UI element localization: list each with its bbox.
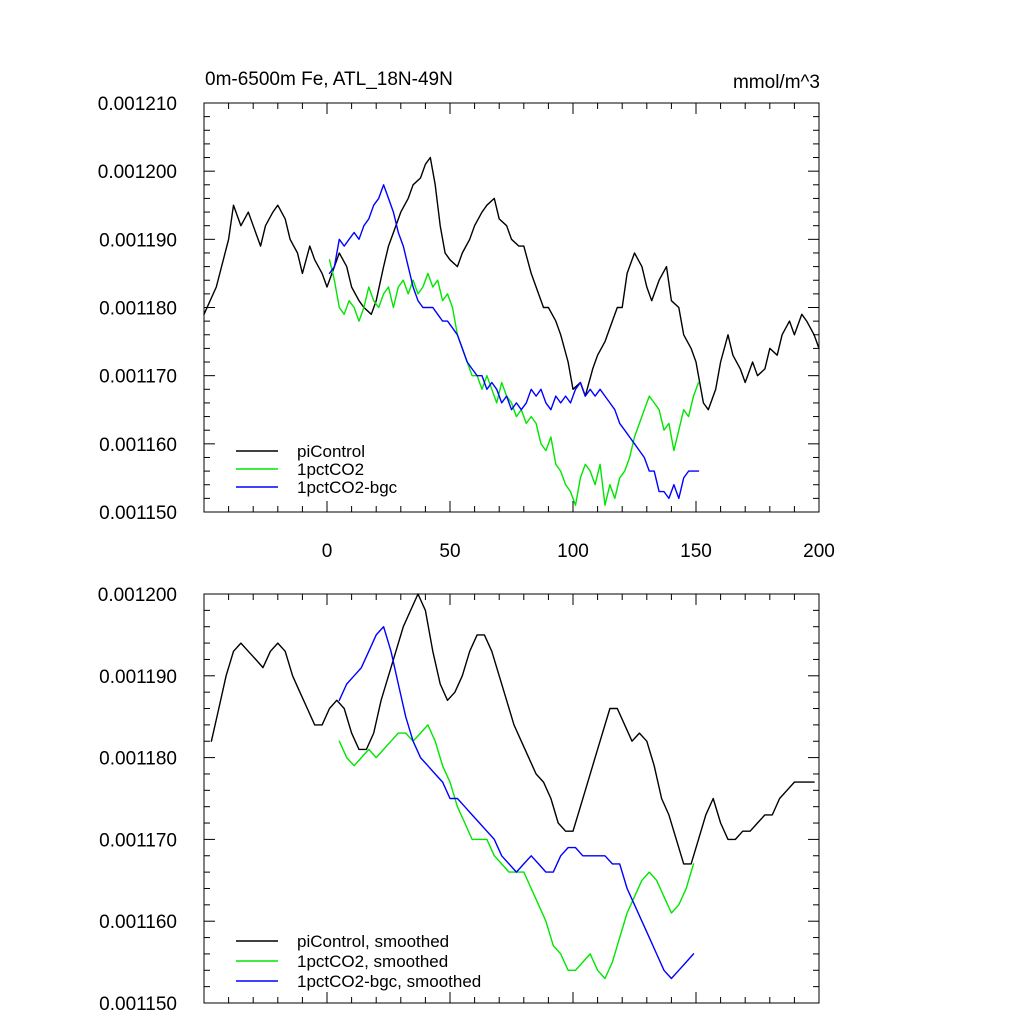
bottom-series-line-1 [210, 593, 815, 865]
top-axis-ticks: 0.001150 0.001160 0.001170 0.001180 0.001190… [98, 94, 835, 562]
bottom-y-tick-label: 0.001190 [99, 667, 177, 688]
top-y-tick-label: 0.001170 [99, 367, 177, 388]
top-panel: 0m-6500m Fe, ATL_18N-49N mmol/m^3 0.0011… [98, 69, 835, 562]
top-units: mmol/m^3 [733, 72, 820, 93]
bottom-y-tick-label: 0.001180 [99, 749, 177, 770]
top-series-lines [203, 156, 820, 506]
bottom-plot-frame [203, 593, 820, 1004]
bottom-y-tick-label: 0.001150 [99, 994, 177, 1015]
top-x-tick-label: 100 [557, 541, 589, 562]
top-series-line-1 [203, 156, 820, 411]
top-legend-label-2: 1pctCO2 [297, 460, 364, 479]
bottom-legend-label-3: 1pctCO2-bgc, smoothed [297, 972, 481, 991]
top-y-tick-label: 0.001210 [98, 94, 177, 115]
top-y-tick-label: 0.001190 [99, 230, 177, 251]
bottom-y-tick-label: 0.001200 [98, 585, 177, 606]
bottom-series-line-3 [338, 626, 695, 980]
top-series-line-3 [328, 184, 700, 500]
top-plot-frame [203, 102, 820, 513]
top-y-tick-label: 0.001200 [98, 162, 177, 183]
bottom-panel: 0.001150 0.001160 0.001170 0.001180 0.001190… [98, 585, 820, 1015]
top-y-tick-label: 0.001160 [99, 435, 177, 456]
top-series-line-2 [328, 259, 700, 506]
top-legend-label-1: piControl [297, 442, 365, 461]
bottom-legend-label-1: piControl, smoothed [297, 932, 449, 951]
top-x-tick-label: 150 [680, 541, 712, 562]
top-title: 0m-6500m Fe, ATL_18N-49N [205, 69, 453, 90]
top-x-tick-label: 50 [439, 541, 460, 562]
bottom-y-tick-label: 0.001160 [99, 912, 177, 933]
bottom-axis-ticks: 0.001150 0.001160 0.001170 0.001180 0.001190… [98, 585, 820, 1015]
top-y-tick-label: 0.001150 [99, 503, 177, 524]
bottom-legend-label-2: 1pctCO2, smoothed [297, 952, 448, 971]
top-x-tick-label: 0 [322, 541, 333, 562]
top-x-tick-label: 200 [803, 541, 835, 562]
top-y-tick-label: 0.001180 [99, 299, 177, 320]
top-legend-label-3: 1pctCO2-bgc [297, 478, 398, 497]
bottom-y-tick-label: 0.001170 [99, 830, 177, 851]
bottom-series-lines [210, 593, 815, 980]
